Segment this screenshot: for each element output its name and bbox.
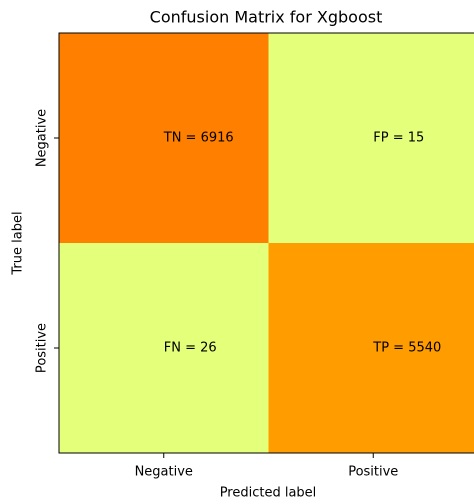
heatmap-cell (268, 243, 474, 453)
heatmap-cell (59, 243, 269, 453)
y-axis-label: True label (11, 211, 26, 275)
cell-label: TN = 6916 (163, 131, 234, 146)
x-axis-label: Predicted label (220, 486, 317, 501)
heatmap-cell (268, 33, 474, 243)
y-tick-label: Negative (35, 109, 50, 167)
x-tick-label: Negative (135, 465, 193, 480)
x-tick-label: Positive (348, 465, 398, 480)
cell-label: TP = 5540 (372, 341, 441, 356)
heatmap-cell (59, 33, 269, 243)
chart-title: Confusion Matrix for Xgboost (150, 8, 383, 27)
plot-frame (58, 32, 474, 454)
cell-label: FN = 26 (164, 341, 217, 356)
y-tick-label: Positive (35, 323, 50, 373)
cell-label: FP = 15 (373, 131, 424, 146)
